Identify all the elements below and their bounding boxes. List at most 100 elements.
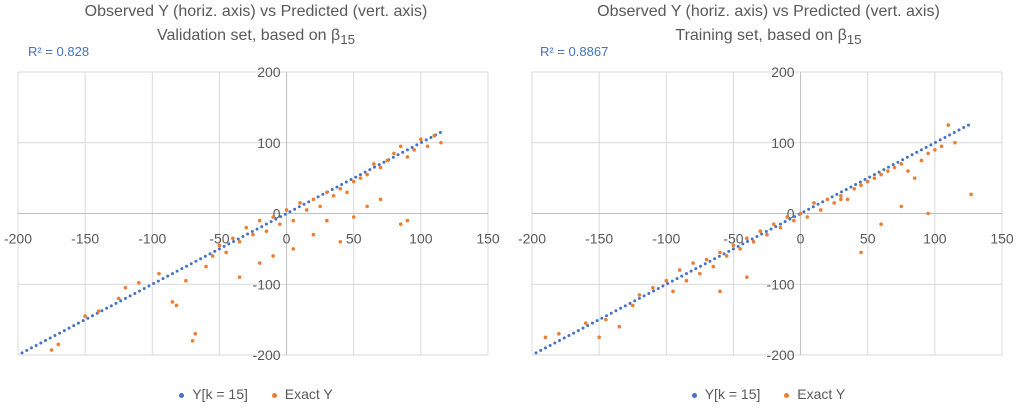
exact-point (718, 289, 722, 294)
predicted-point (227, 242, 231, 246)
predicted-point (764, 230, 768, 234)
predicted-point (844, 187, 848, 191)
predicted-point (929, 143, 933, 147)
exact-point (244, 225, 249, 230)
exact-point (711, 264, 716, 269)
predicted-point (666, 282, 670, 286)
predicted-point (420, 140, 424, 144)
predicted-point (840, 190, 844, 194)
predicted-point (133, 291, 137, 295)
predicted-point (680, 274, 684, 278)
exact-point (338, 186, 343, 191)
y-tick-label: 200 (771, 64, 795, 80)
predicted-point (628, 301, 632, 305)
predicted-point (354, 175, 358, 179)
legend-marker-exact (784, 392, 790, 398)
predicted-point (769, 227, 773, 231)
legend: Y[k = 15] Exact Y (512, 386, 1025, 402)
legend-marker-predicted (691, 392, 697, 398)
predicted-point (283, 212, 287, 216)
predicted-point (830, 195, 834, 199)
y-tick-label: -200 (767, 347, 795, 363)
exact-point (778, 225, 783, 230)
predicted-point (934, 140, 938, 144)
predicted-point (835, 192, 839, 196)
exact-point (157, 271, 161, 276)
predicted-point (652, 289, 656, 293)
predicted-point (297, 205, 301, 209)
predicted-point (288, 210, 292, 214)
predicted-point (619, 306, 623, 310)
exact-point (879, 222, 883, 226)
y-tick-label: 0 (787, 206, 795, 222)
predicted-point (349, 178, 353, 182)
exact-point (671, 289, 675, 294)
exact-point (865, 179, 870, 184)
predicted-point (302, 202, 306, 206)
predicted-point (274, 217, 278, 221)
predicted-point (156, 279, 160, 283)
exact-point (398, 144, 403, 149)
training-chart: Observed Y (horiz. axis) vs Predicted (v… (512, 0, 1025, 413)
predicted-point (39, 341, 43, 345)
predicted-point (264, 222, 268, 226)
exact-point (852, 186, 857, 191)
exact-point (174, 303, 179, 308)
predicted-point (708, 259, 712, 263)
predicted-point (307, 200, 311, 204)
predicted-point (321, 192, 325, 196)
exact-point (123, 285, 128, 290)
predicted-point (877, 170, 881, 174)
predicted-point (656, 286, 660, 290)
predicted-point (236, 237, 240, 241)
exact-point (56, 342, 61, 347)
x-tick-label: -100 (652, 231, 680, 247)
legend-marker-predicted (179, 392, 185, 398)
predicted-point (675, 277, 679, 281)
predicted-point (53, 334, 57, 338)
exact-point (210, 254, 215, 258)
chart-subtitle: Training set, based on β15 (675, 27, 862, 48)
exact-point (351, 215, 356, 219)
r-squared-label: R² = 0.8867 (540, 44, 609, 59)
exact-point (825, 197, 830, 202)
predicted-point (600, 316, 604, 320)
exact-point (630, 303, 635, 308)
x-tick-label: 50 (346, 231, 362, 247)
predicted-point (703, 262, 707, 266)
exact-point (345, 190, 349, 195)
predicted-point (952, 130, 956, 134)
exact-point (439, 140, 443, 145)
predicted-point (138, 289, 142, 293)
predicted-point (368, 168, 372, 172)
predicted-point (67, 326, 71, 330)
predicted-point (340, 182, 344, 186)
exact-point (724, 254, 729, 258)
exact-point (271, 254, 275, 258)
predicted-point (562, 336, 566, 340)
predicted-point (647, 291, 651, 295)
exact-point (969, 192, 973, 197)
predicted-point (377, 163, 381, 167)
exact-point (365, 172, 369, 177)
exact-point (704, 257, 709, 262)
predicted-point (20, 351, 24, 355)
x-tick-label: 150 (476, 231, 500, 247)
predicted-point (438, 130, 442, 134)
exact-point (217, 243, 222, 248)
exact-point (405, 155, 410, 159)
predicted-point (123, 296, 127, 300)
y-tick-label: 100 (771, 135, 795, 151)
predicted-point (807, 207, 811, 211)
exact-point (237, 275, 242, 279)
predicted-point (48, 336, 52, 340)
predicted-point (539, 348, 543, 352)
predicted-point (887, 165, 891, 169)
y-tick-label: 200 (257, 64, 281, 80)
predicted-point (858, 180, 862, 184)
predicted-point (29, 346, 33, 350)
predicted-point (44, 338, 48, 342)
predicted-point (72, 324, 76, 328)
exact-point (311, 232, 316, 237)
exact-point (845, 197, 850, 202)
